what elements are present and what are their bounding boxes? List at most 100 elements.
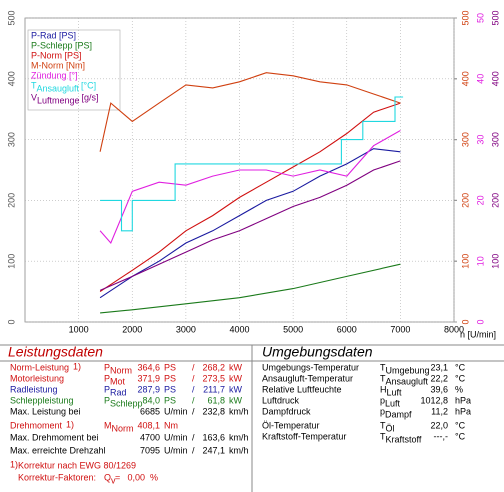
row-label: Kraftstoff-Temperatur	[262, 431, 346, 441]
value: 211,7	[203, 384, 225, 394]
section-title: Umgebungsdaten	[262, 344, 373, 360]
y-tick-label: 500	[490, 10, 500, 25]
symbol: p	[380, 406, 385, 416]
legend-label: P-Schlepp [PS]	[31, 40, 92, 50]
y-tick-label: 0	[475, 319, 485, 324]
unit: km/h	[229, 432, 249, 442]
row-label: Dampfdruck	[262, 406, 311, 416]
value: ---,-	[434, 431, 449, 441]
row-label: Ansaugluft-Temperatur	[262, 373, 353, 383]
row-label: Umgebungs-Temperatur	[262, 362, 359, 372]
value: 232,8	[202, 406, 225, 416]
series-line	[100, 96, 404, 232]
row-label: Radleistung	[10, 384, 58, 394]
symbol-subscript: Norm	[110, 365, 132, 375]
unit: °C	[455, 420, 466, 430]
x-tick-label: 2000	[122, 324, 142, 334]
row-label: Relative Luftfeuchte	[262, 384, 342, 394]
separator: /	[192, 384, 195, 394]
factor-label: Korrektur-Faktoren:	[18, 472, 96, 482]
value: 11,2	[431, 406, 448, 416]
symbol-subscript: Ansaugluft	[386, 376, 429, 386]
unit: °C	[455, 362, 466, 372]
value: 408,1	[137, 420, 160, 430]
value: 371,9	[137, 373, 160, 383]
series-line	[99, 160, 401, 291]
symbol-subscript: Umgebung	[386, 365, 430, 375]
factor-unit: %	[150, 472, 158, 482]
factor-value: 0,00	[127, 472, 145, 482]
unit: kW	[229, 395, 243, 405]
symbol: T	[380, 373, 386, 383]
unit: U/min	[164, 445, 188, 455]
symbol-subscript: Kraftstoff	[386, 434, 422, 444]
y-tick-label: 400	[490, 71, 500, 86]
symbol: p	[380, 395, 385, 405]
footnote-marker: 1)	[66, 419, 74, 429]
footnote: Korrektur nach EWG 80/1269	[18, 460, 136, 470]
legend-label: Luftmenge	[37, 95, 80, 105]
section-title: Leistungsdaten	[8, 344, 103, 360]
row-label: Max. Drehmoment bei	[10, 432, 99, 442]
x-tick-label: 1000	[69, 324, 89, 334]
legend-label: Ansaugluft	[37, 83, 80, 93]
value: 1012,8	[420, 395, 448, 405]
row-label: Drehmoment	[10, 420, 63, 430]
series-line	[99, 130, 401, 245]
separator: /	[192, 432, 195, 442]
value: 4700	[140, 432, 160, 442]
unit: kW	[229, 373, 243, 383]
y-tick-label: 200	[460, 193, 470, 208]
value: 163,6	[202, 432, 225, 442]
symbol-subscript: Öl	[386, 423, 395, 433]
legend-label: Zündung [°]	[31, 70, 78, 80]
unit: km/h	[229, 445, 249, 455]
footnote-marker: 1)	[73, 361, 81, 371]
row-label: Norm-Leistung	[10, 362, 69, 372]
x-tick-label: 5000	[283, 324, 303, 334]
symbol-subscript: Luft	[387, 387, 403, 397]
legend-label: P-Norm [PS]	[31, 50, 82, 60]
value: 247,1	[202, 445, 225, 455]
series-line	[99, 102, 401, 293]
value: 364,6	[137, 362, 160, 372]
legend-label: P-Rad [PS]	[31, 30, 76, 40]
value: 287,9	[137, 384, 160, 394]
symbol: P	[104, 395, 110, 405]
symbol-subscript: Schlepp	[110, 398, 143, 408]
y-tick-label: 40	[475, 74, 485, 84]
x-tick-label: 4000	[229, 324, 249, 334]
row-label: Max. erreichte Drehzahl	[10, 445, 106, 455]
unit: °C	[455, 373, 466, 383]
y-tick-label: 10	[475, 256, 485, 266]
unit: PS	[164, 362, 176, 372]
unit: PS	[164, 373, 176, 383]
separator: /	[192, 445, 195, 455]
unit: hPa	[455, 406, 471, 416]
separator: /	[192, 406, 195, 416]
value: 7095	[140, 445, 160, 455]
symbol: T	[380, 420, 386, 430]
symbol: H	[380, 384, 387, 394]
value: 273,5	[202, 373, 225, 383]
y-tick-label: 300	[460, 132, 470, 147]
row-label: Motorleistung	[10, 373, 64, 383]
separator: /	[192, 362, 195, 372]
y-tick-label: 30	[475, 135, 485, 145]
symbol: M	[104, 420, 112, 430]
y-tick-label: 300	[6, 132, 16, 147]
value: 84,0	[142, 395, 160, 405]
y-tick-label: 500	[460, 10, 470, 25]
x-tick-label: 7000	[390, 324, 410, 334]
y-tick-label: 0	[6, 319, 16, 324]
legend-label: [g/s]	[82, 92, 99, 102]
row-label: Max. Leistung bei	[10, 406, 81, 416]
y-tick-label: 400	[6, 71, 16, 86]
factor-eq: =	[115, 472, 120, 482]
legend-label: [°C]	[81, 80, 96, 90]
value: 61,8	[207, 395, 225, 405]
unit: %	[455, 384, 463, 394]
series-line	[99, 72, 401, 152]
y-tick-label: 500	[6, 10, 16, 25]
legend	[27, 29, 121, 111]
